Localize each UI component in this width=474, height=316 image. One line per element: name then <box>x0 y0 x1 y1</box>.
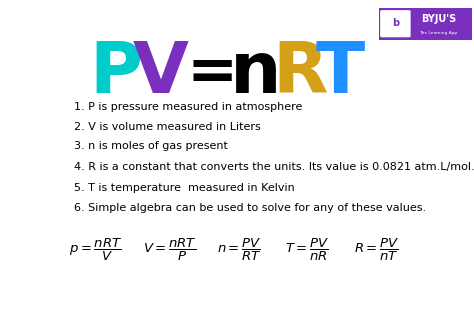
Text: The Learning App: The Learning App <box>419 31 457 34</box>
FancyBboxPatch shape <box>374 6 474 41</box>
Text: $V = \dfrac{nRT}{P}$: $V = \dfrac{nRT}{P}$ <box>143 237 196 263</box>
Text: $T = \dfrac{PV}{nR}$: $T = \dfrac{PV}{nR}$ <box>285 237 329 263</box>
Text: 4. R is a constant that converts the units. Its value is 0.0821 atm.L/mol.K: 4. R is a constant that converts the uni… <box>74 162 474 172</box>
Text: b: b <box>392 18 399 28</box>
Text: $n = \dfrac{PV}{RT}$: $n = \dfrac{PV}{RT}$ <box>217 237 262 263</box>
Text: 5. T is temperature  measured in Kelvin: 5. T is temperature measured in Kelvin <box>74 183 295 192</box>
Text: R: R <box>272 39 328 108</box>
FancyBboxPatch shape <box>380 10 410 37</box>
Text: V: V <box>132 39 188 108</box>
Text: $R = \dfrac{PV}{nT}$: $R = \dfrac{PV}{nT}$ <box>355 237 400 263</box>
Text: $p = \dfrac{nRT}{V}$: $p = \dfrac{nRT}{V}$ <box>69 237 123 263</box>
Text: BYJU'S: BYJU'S <box>421 14 456 24</box>
Text: P: P <box>90 39 143 108</box>
Text: T: T <box>316 39 365 108</box>
Text: =: = <box>186 44 237 103</box>
Text: 2. V is volume measured in Liters: 2. V is volume measured in Liters <box>74 122 261 132</box>
Text: 3. n is moles of gas present: 3. n is moles of gas present <box>74 141 228 151</box>
Text: 1. P is pressure measured in atmosphere: 1. P is pressure measured in atmosphere <box>74 102 302 112</box>
Text: n: n <box>230 39 282 108</box>
Text: 6. Simple algebra can be used to solve for any of these values.: 6. Simple algebra can be used to solve f… <box>74 203 426 213</box>
